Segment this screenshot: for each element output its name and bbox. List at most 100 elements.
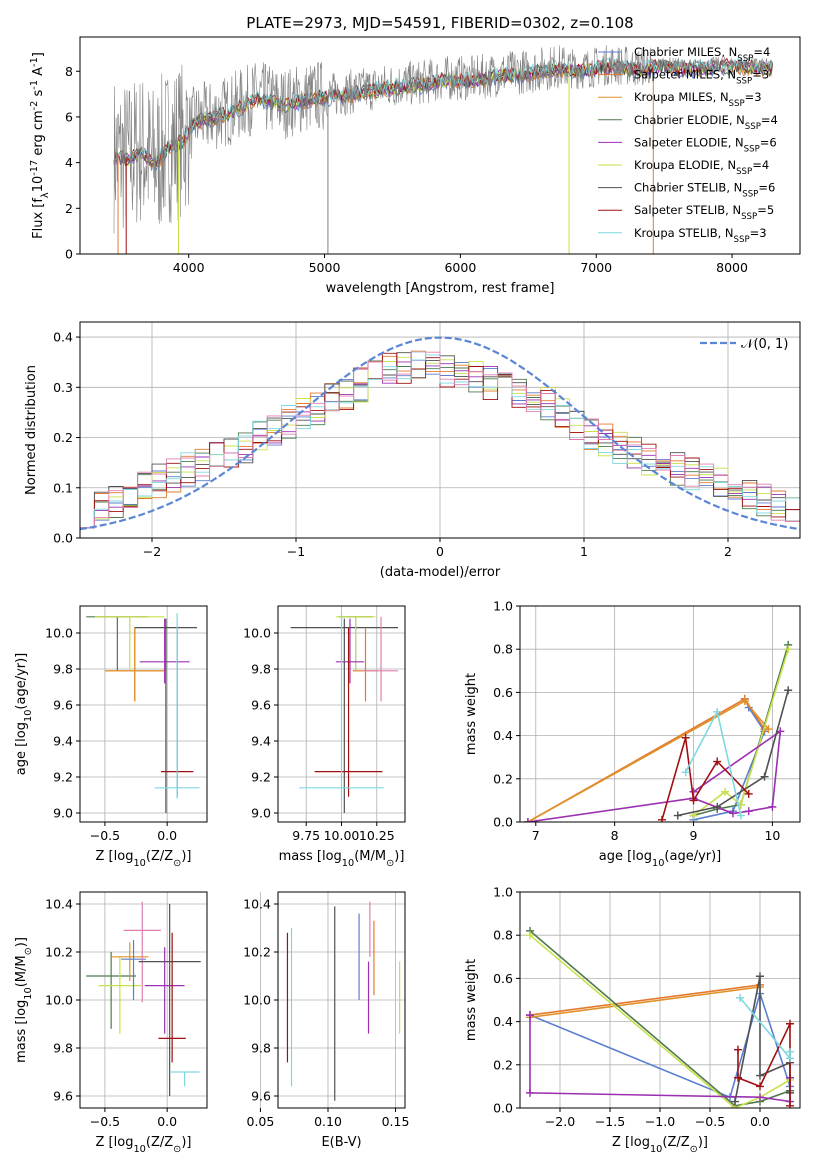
weight-line: [527, 729, 782, 822]
x-tick-label: −0.5: [90, 1114, 120, 1129]
errorbar-point: [314, 627, 383, 797]
x-tick-label: −1: [287, 544, 305, 559]
y-tick-label: 9.2: [53, 770, 73, 785]
x-tick-label: 6000: [444, 260, 476, 275]
y-tick-label: 1.0: [493, 599, 513, 614]
y-tick-label: 10.4: [45, 897, 73, 912]
weight-marker: [756, 1093, 764, 1102]
weight-marker: [736, 993, 744, 1002]
y-tick-label: 0.2: [53, 430, 73, 445]
y-tick-label: 0.8: [493, 928, 513, 943]
x-tick-label: 0.15: [382, 1114, 410, 1129]
weight-marker: [731, 1097, 739, 1106]
errorbar-point: [139, 618, 190, 684]
y-tick-label: 9.8: [251, 1041, 271, 1056]
y-tick-label: 9.6: [251, 698, 271, 713]
x-tick-label: 0.05: [247, 1114, 275, 1129]
y-tick-label: 9.8: [53, 662, 73, 677]
plot-mass_vs_Z: −0.5 0.0 9.6 9.8 10.0 10.2 10.4 Z [log10(Z/Z⊙)]…: [14, 891, 208, 1155]
x-tick-label: −2: [143, 544, 161, 559]
weight-marker: [721, 787, 730, 796]
plot-weight_vs_age: 7 8 9 10 0.0 0.2 0.4 0.6 0.8 1.0 age [log10(age/yr…: [464, 599, 801, 869]
legend-label: Chabrier STELIB, NSSP=6: [634, 181, 775, 200]
axes-frame: [79, 605, 208, 823]
x-tick-label: −2.0: [545, 1114, 575, 1129]
errorbar-point: [144, 947, 185, 1034]
x-tick-label: 10.00: [324, 828, 360, 843]
x-tick-label: 2: [724, 544, 732, 559]
x-tick-label: 10.25: [359, 828, 395, 843]
grid: [520, 605, 800, 823]
y-tick-label: 0.4: [493, 1014, 513, 1029]
weight-marker: [764, 725, 773, 734]
histogram-extra_pink: [80, 350, 800, 538]
axes-frame: [519, 605, 801, 823]
y-tick-label: 9.0: [53, 806, 73, 821]
plot-spectrum: 4000 5000 6000 7000 8000 0 2 4 6 8 wavelength [Ang…: [29, 36, 801, 296]
weight-marker: [786, 1101, 794, 1108]
y-tick-label: 9.4: [251, 734, 271, 749]
x-tick-label: 5000: [309, 260, 341, 275]
legend: 𝒩(0, 1): [700, 337, 788, 352]
y-tick-label: 9.2: [251, 770, 271, 785]
y-tick-label: 9.6: [251, 1089, 271, 1104]
y-axis-label: mass weight: [464, 959, 479, 1041]
weight-marker: [744, 789, 753, 798]
y-tick-label: 0.6: [493, 685, 513, 700]
y-tick-label: 0.0: [53, 531, 73, 546]
grid: [80, 606, 207, 822]
plot-area: [113, 45, 774, 254]
weight-line: [529, 986, 761, 1019]
weight-marker: [713, 757, 722, 766]
y-tick-label: 0.8: [493, 642, 513, 657]
weight-marker: [784, 686, 793, 695]
weight-marker: [523, 818, 532, 822]
weight-marker: [744, 807, 753, 816]
x-tick-label: 4000: [173, 260, 205, 275]
weight-marker: [784, 645, 793, 654]
weight-marker: [756, 1071, 764, 1080]
errorbar-point: [299, 613, 384, 799]
y-tick-label: 9.0: [251, 806, 271, 821]
y-tick-label: 10.0: [243, 626, 271, 641]
plot-area: [290, 613, 398, 813]
y-axis-label: Flux [fλ10-17 erg cm-2 s-1 A-1]: [29, 52, 51, 239]
x-axis-label: Z [log10(Z/Z⊙)]: [96, 849, 192, 869]
y-tick-label: 6: [65, 109, 73, 124]
x-tick-label: 7000: [580, 260, 612, 275]
model-spectrum: [113, 59, 774, 167]
x-axis-label: (data-model)/error: [380, 565, 501, 580]
x-tick-label: 1: [580, 544, 588, 559]
y-axis-label: age [log10(age/yr)]: [14, 653, 34, 776]
y-tick-label: 9.6: [53, 1089, 73, 1104]
plot-age_vs_mass: 9.75 10.00 10.25 9.0 9.2 9.4 9.6 9.8 10.0 mass [l…: [243, 605, 406, 869]
weight-line: [529, 934, 791, 1108]
y-tick-label: 0: [65, 247, 73, 262]
legend: Chabrier MILES, NSSP=4 Salpeter MILES, NS…: [598, 45, 778, 245]
weight-line: [529, 984, 761, 1016]
errorbar-point: [134, 618, 198, 813]
y-tick-label: 1.0: [493, 885, 513, 900]
weight-marker: [734, 1045, 742, 1054]
x-tick-label: 7: [532, 828, 540, 843]
plot-weight_vs_Z: −2.0 −1.5 −1.0 −0.5 0.0 0.0 0.2 0.4 0.6 0.8 1.0 Z […: [464, 885, 801, 1155]
x-axis-label: mass [log10(M/M⊙)]: [279, 849, 405, 869]
weight-marker: [713, 707, 722, 716]
weight-marker: [740, 697, 749, 706]
legend-label: Kroupa ELODIE, NSSP=4: [634, 158, 769, 177]
weight-marker: [526, 1011, 534, 1020]
errorbar-point: [335, 618, 365, 684]
weight-line: [527, 699, 770, 822]
errorbar-point: [154, 613, 200, 799]
weight-marker: [526, 931, 534, 940]
weight-marker: [526, 1088, 534, 1097]
x-tick-label: 9: [690, 828, 698, 843]
plot-area: [286, 901, 401, 1101]
plot-residuals: −2 −1 0 1 2 0.0 0.1 0.2 0.3 0.4 (data-model)/error…: [24, 321, 801, 580]
legend-label: 𝒩(0, 1): [741, 337, 788, 352]
y-tick-label: 0.2: [493, 1057, 513, 1072]
weight-marker: [689, 796, 698, 805]
y-tick-label: 0.3: [53, 380, 73, 395]
x-axis-label: wavelength [Angstrom, rest frame]: [326, 281, 555, 296]
